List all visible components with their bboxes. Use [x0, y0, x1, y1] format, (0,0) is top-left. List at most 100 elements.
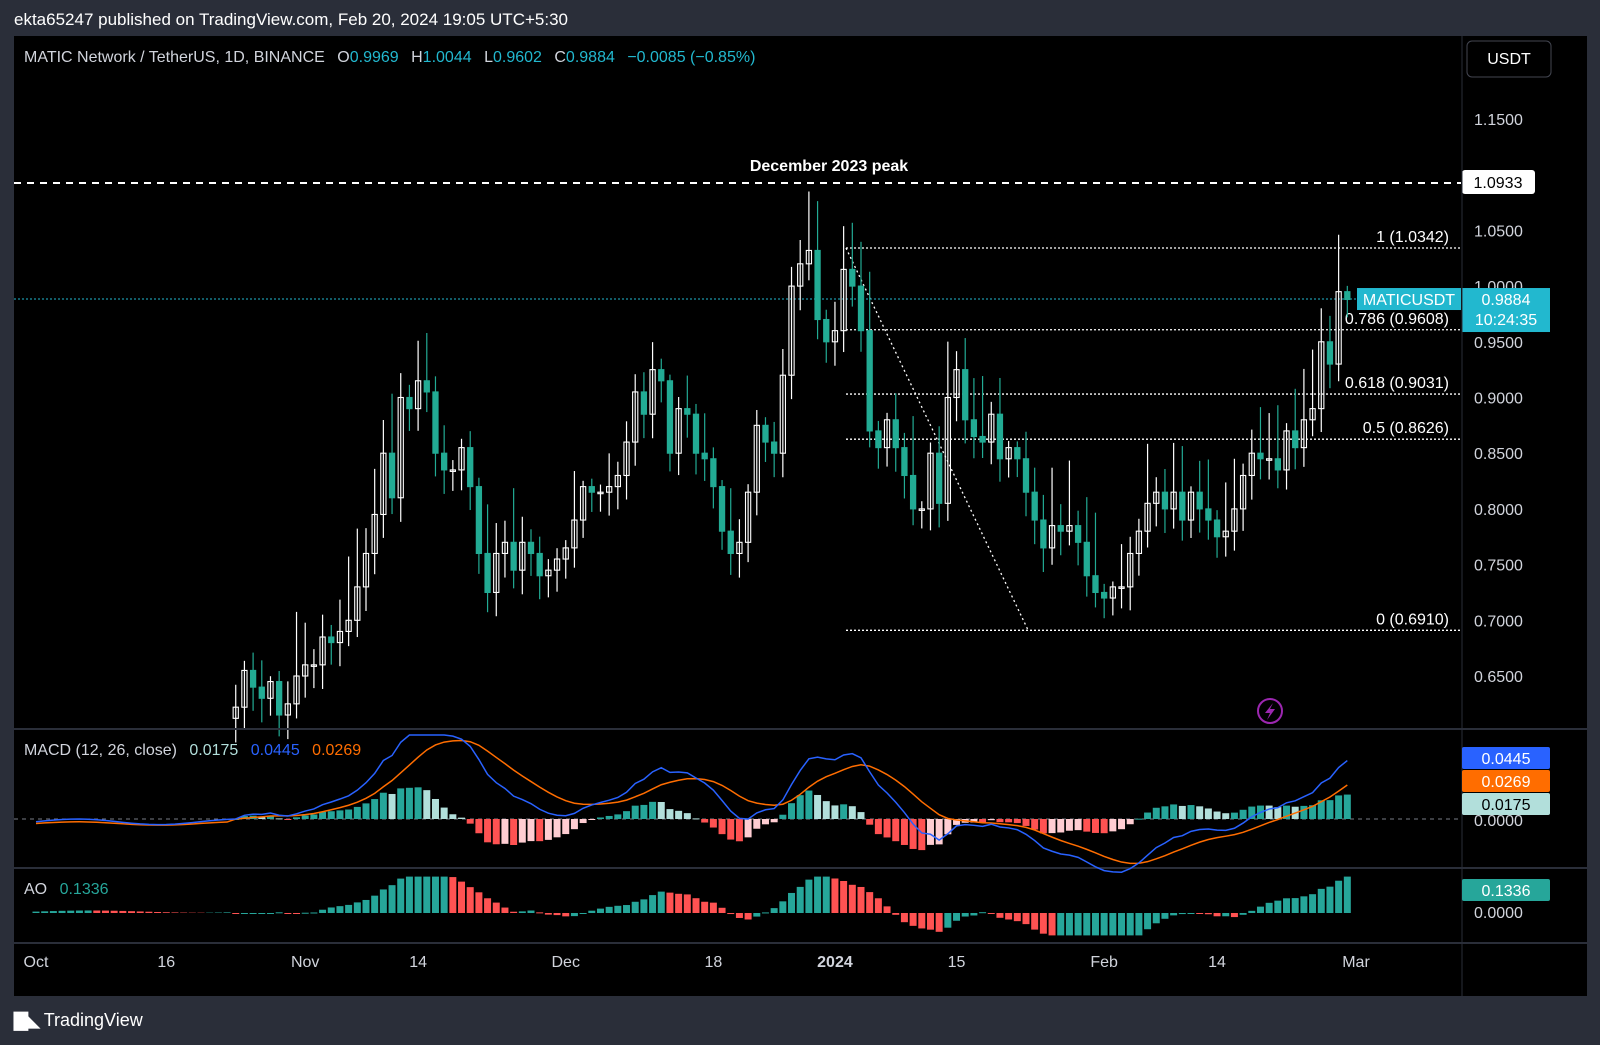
ao-bar	[1170, 913, 1178, 916]
candle-body	[319, 636, 326, 666]
time-axis[interactable]: Oct 16 Nov 14 Dec 18 2024 15 Feb 14 Mar	[24, 954, 1371, 971]
footer-logo[interactable]: ▇◣ TradingView	[14, 1010, 143, 1031]
ao-bar	[735, 913, 743, 918]
high-value: 1.0044	[423, 49, 472, 66]
ao-bar	[1265, 902, 1273, 913]
ao-bar	[1152, 913, 1160, 924]
candle-body	[866, 330, 873, 432]
close-value: 0.9884	[566, 49, 615, 66]
macd-histogram-bar	[492, 819, 500, 845]
macd-histogram-bar	[935, 819, 943, 845]
macd-histogram-bar	[484, 819, 492, 843]
close-label: C	[554, 49, 566, 66]
candle-body	[1318, 341, 1325, 410]
candle-body	[753, 424, 760, 493]
macd-histogram-bar	[831, 805, 839, 819]
ao-bar	[536, 912, 544, 914]
macd-histogram-bar	[1309, 805, 1317, 819]
candle-body	[336, 630, 344, 644]
ao-title: AO	[24, 881, 47, 898]
candle-body	[684, 408, 691, 415]
symbol-tag: MATICUSDT	[1363, 292, 1455, 309]
macd-histogram-bar	[475, 819, 483, 834]
ao-bar	[753, 913, 761, 917]
ao-bar	[779, 901, 787, 913]
chart-svg[interactable]: MATIC Network / TetherUS, 1D, BINANCE O0…	[14, 36, 1587, 996]
macd-panel[interactable]	[14, 734, 1461, 874]
macd-histogram-bar	[1109, 819, 1117, 832]
ao-bar	[822, 876, 830, 913]
time-tick-label: 18	[704, 954, 722, 971]
candle-body	[1144, 502, 1151, 532]
ao-bar	[874, 898, 882, 913]
ao-bar	[1213, 913, 1221, 917]
macd-histogram-bar	[518, 819, 526, 843]
ao-bar	[1048, 913, 1056, 936]
svg-text:MATIC Network / TetherUS, 1D,: MATIC Network / TetherUS, 1D, BINANCE O0…	[24, 49, 755, 66]
ao-bar	[284, 913, 292, 914]
candle-body	[441, 452, 448, 471]
macd-histogram-bar	[562, 819, 570, 835]
countdown-timer: 10:24:35	[1475, 312, 1537, 329]
macd-histogram-bar	[840, 804, 848, 819]
candle-body	[675, 408, 682, 454]
time-tick-label: Dec	[552, 954, 580, 971]
macd-histogram-bar	[1152, 807, 1160, 819]
candle-body	[1066, 525, 1073, 532]
ao-bar	[1291, 898, 1299, 913]
candle-body	[1231, 508, 1238, 532]
macd-histogram-bar	[553, 819, 561, 838]
candle-body	[475, 486, 483, 555]
symbol-title: MATIC Network / TetherUS, 1D, BINANCE	[24, 49, 325, 66]
candle-body	[779, 374, 786, 454]
candle-body	[927, 452, 934, 510]
price-tick-label: 0.7500	[1474, 558, 1523, 575]
ao-bar	[458, 881, 466, 913]
ao-bar	[510, 911, 518, 913]
macd-histogram-bar	[900, 819, 908, 845]
candle-body	[632, 391, 639, 443]
candle-body	[710, 458, 717, 488]
macd-histogram-bar	[501, 819, 509, 844]
fib-retracement[interactable]: 1 (1.0342) 0.786 (0.9608) 0.618 (0.9031) 0.…	[845, 229, 1461, 631]
macd-histogram-bar	[405, 787, 413, 819]
macd-histogram-bar	[683, 813, 691, 819]
ao-bar	[683, 894, 691, 913]
ao-bar	[293, 913, 301, 914]
candle-body	[1031, 491, 1038, 521]
lightning-icon[interactable]	[1257, 698, 1283, 724]
candle-body	[1118, 586, 1125, 589]
ao-panel[interactable]	[32, 876, 1351, 936]
ao-bar	[1083, 913, 1091, 936]
candle-body	[406, 396, 413, 410]
macd-signal-value: 0.0269	[312, 742, 361, 759]
candle-body	[1022, 458, 1030, 493]
ao-bar	[1256, 906, 1264, 913]
macd-zero-label: 0.0000	[1474, 813, 1523, 830]
currency-button[interactable]: USDT	[1466, 40, 1552, 78]
macd-histogram-bar	[1187, 805, 1195, 819]
candle-body	[1257, 452, 1264, 460]
svg-text:MACD (12, 26, close) 0.0: MACD (12, 26, close) 0.0175 0.0445 0.026…	[24, 742, 361, 759]
candle-body	[1101, 591, 1108, 599]
macd-histogram-bar	[1091, 819, 1099, 833]
price-axis[interactable]: 1.15001.05001.00000.95000.90000.85000.80…	[1474, 112, 1523, 686]
ao-bar	[371, 895, 379, 913]
macd-histogram-bar	[275, 818, 283, 820]
macd-histogram-bar	[1074, 819, 1082, 831]
macd-line-value: 0.0445	[251, 742, 300, 759]
macd-histogram-bar	[1057, 819, 1065, 833]
macd-histogram-bar	[1178, 805, 1186, 819]
macd-histogram-bar	[796, 795, 804, 819]
chart-frame[interactable]: MATIC Network / TetherUS, 1D, BINANCE O0…	[14, 36, 1587, 996]
macd-histogram-bar	[397, 788, 405, 819]
macd-histogram-bar	[266, 815, 274, 819]
macd-line	[35, 734, 1348, 874]
candle-body	[1179, 491, 1186, 521]
ao-bar	[657, 891, 665, 913]
time-tick-label: Mar	[1342, 954, 1370, 971]
ao-bar	[1039, 913, 1047, 934]
candle-body	[293, 675, 300, 705]
candle-body	[962, 369, 969, 421]
macd-histogram-bar	[1005, 819, 1013, 823]
